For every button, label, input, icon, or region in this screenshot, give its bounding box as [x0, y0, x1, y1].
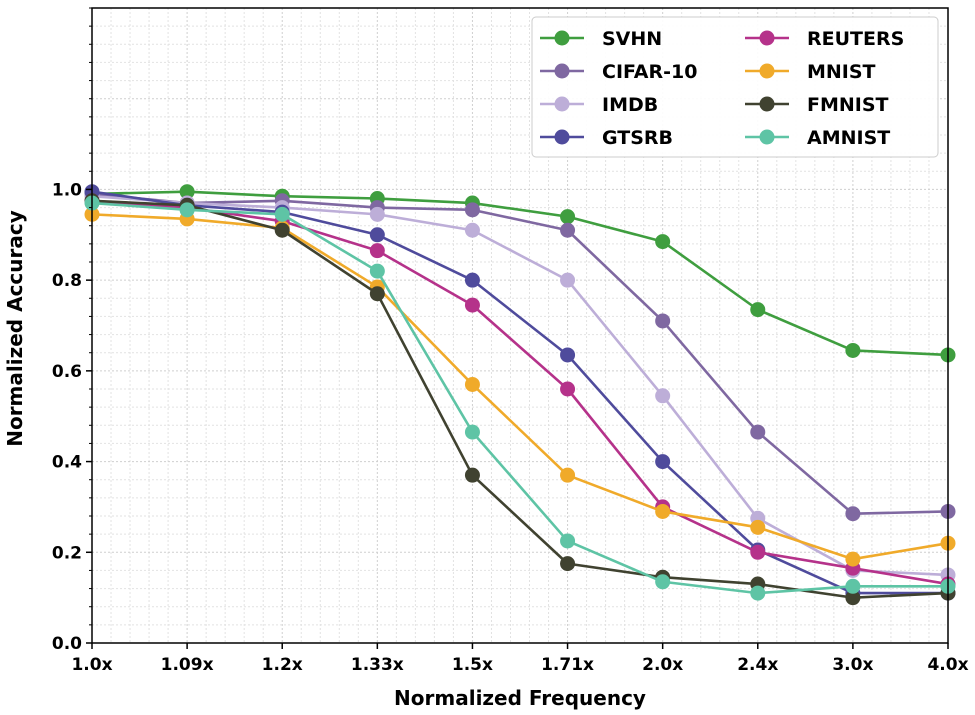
legend-label: REUTERS	[807, 28, 904, 50]
legend-label: SVHN	[602, 28, 662, 50]
legend-swatch-marker	[759, 96, 775, 112]
series-line-cifar-10	[91, 192, 949, 516]
data-point-amnist	[750, 585, 766, 601]
data-point-reuters	[560, 381, 576, 397]
data-point-mnist	[750, 519, 766, 535]
data-point-reuters	[369, 243, 385, 259]
plot-frame	[91, 7, 949, 644]
data-point-cifar-10	[560, 222, 576, 238]
x-tick-label: 1.71x	[541, 655, 594, 675]
data-point-cifar-10	[750, 424, 766, 440]
y-tick-label: 0.6	[52, 362, 82, 382]
y-tick-label: 1.0	[52, 180, 82, 200]
legend-label: MNIST	[807, 61, 876, 83]
data-point-svhn	[845, 342, 861, 358]
x-tick-label: 1.5x	[452, 655, 493, 675]
data-point-svhn	[179, 184, 195, 200]
x-tick-label: 1.09x	[161, 655, 214, 675]
legend-swatch-marker	[759, 63, 775, 79]
data-point-fmnist	[369, 286, 385, 302]
data-point-mnist	[655, 503, 671, 519]
data-point-svhn	[655, 234, 671, 250]
x-tick-label: 1.0x	[71, 655, 112, 675]
series-line-gtsrb	[91, 190, 948, 595]
legend-swatch-marker	[554, 30, 570, 46]
data-point-amnist	[369, 263, 385, 279]
y-tick-label: 0.4	[52, 453, 82, 473]
axis-ticks: 1.0x 1.09x 1.2x 1.33x 1.5x 1.71x 2.0x 2.4x 3.0x 4…	[52, 7, 969, 675]
legend-label: FMNIST	[807, 94, 889, 116]
legend-box	[531, 16, 939, 158]
data-point-imdb	[655, 388, 671, 404]
grid	[92, 8, 948, 643]
x-tick-label: 3.0x	[832, 655, 873, 675]
data-point-svhn	[750, 302, 766, 318]
legend-swatch-marker	[554, 129, 570, 145]
data-point-gtsrb	[464, 272, 480, 288]
plot-series	[84, 184, 956, 606]
legend-swatch-marker	[759, 30, 775, 46]
data-point-amnist	[845, 578, 861, 594]
x-tick-label: 1.33x	[351, 655, 404, 675]
data-point-imdb	[464, 222, 480, 238]
x-axis-title: Normalized Frequency	[394, 686, 646, 710]
y-tick-label: 0.0	[52, 634, 82, 654]
data-point-mnist	[464, 376, 480, 392]
series-line-amnist	[91, 201, 948, 595]
data-point-amnist	[179, 202, 195, 218]
data-point-reuters	[750, 544, 766, 560]
series-line-svhn	[91, 190, 949, 357]
data-point-amnist	[655, 574, 671, 590]
legend-swatch-marker	[554, 63, 570, 79]
legend-swatch-marker	[759, 129, 775, 145]
series-line-fmnist	[91, 199, 949, 599]
data-point-gtsrb	[560, 347, 576, 363]
y-axis-title: Normalized Accuracy	[3, 210, 27, 447]
data-point-mnist	[560, 467, 576, 483]
legend-label: AMNIST	[807, 127, 890, 149]
legend-label: CIFAR-10	[602, 61, 697, 83]
data-point-cifar-10	[845, 506, 861, 522]
data-point-amnist	[560, 533, 576, 549]
data-point-fmnist	[845, 590, 861, 606]
data-point-reuters	[464, 297, 480, 313]
y-tick-label: 0.2	[52, 543, 82, 563]
data-point-cifar-10	[464, 202, 480, 218]
data-point-imdb	[560, 272, 576, 288]
x-tick-label: 4.0x	[927, 655, 968, 675]
x-tick-label: 2.4x	[737, 655, 778, 675]
data-point-cifar-10	[655, 313, 671, 329]
data-point-mnist	[845, 551, 861, 567]
legend: SVHN CIFAR-10 IMDB GTSRB REUTERS MNIST FMNIST A…	[531, 16, 939, 158]
data-point-gtsrb	[369, 227, 385, 243]
legend-label: IMDB	[602, 94, 658, 116]
series-line-reuters	[91, 199, 949, 586]
data-point-fmnist	[560, 556, 576, 572]
x-tick-label: 2.0x	[642, 655, 683, 675]
data-point-amnist	[464, 424, 480, 440]
data-point-gtsrb	[655, 454, 671, 470]
data-point-fmnist	[274, 222, 290, 238]
legend-label: GTSRB	[602, 127, 673, 149]
data-point-fmnist	[464, 467, 480, 483]
series-line-mnist	[91, 213, 949, 561]
data-point-amnist	[274, 206, 290, 222]
x-tick-label: 1.2x	[262, 655, 303, 675]
legend-swatch-marker	[554, 96, 570, 112]
data-point-svhn	[560, 209, 576, 225]
data-point-imdb	[369, 206, 385, 222]
y-tick-label: 0.8	[52, 271, 82, 291]
